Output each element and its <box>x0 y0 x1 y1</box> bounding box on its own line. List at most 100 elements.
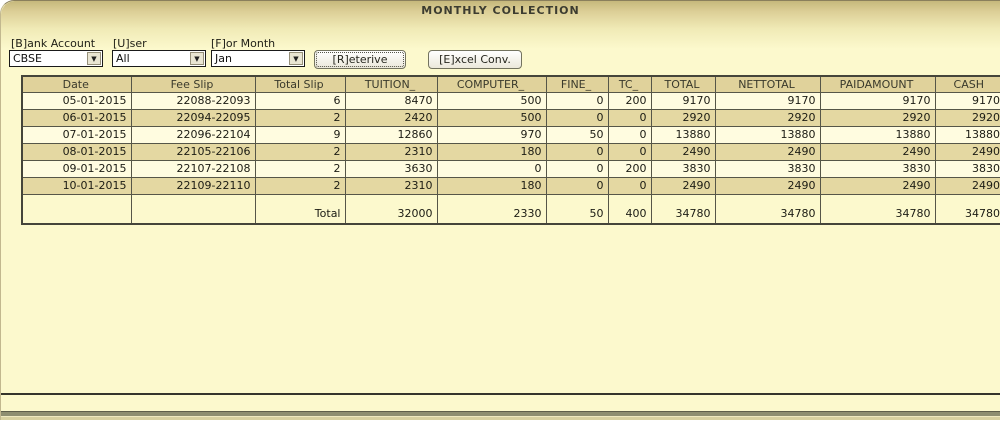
cell: 2420 <box>344 108 438 127</box>
total-cell: 34780 <box>650 193 716 225</box>
cell: 05-01-2015 <box>21 91 132 110</box>
cell: 07-01-2015 <box>21 125 132 144</box>
cell: 2490 <box>714 142 821 161</box>
bottom-divider-line <box>1 393 1000 395</box>
cell: 12860 <box>344 125 438 144</box>
cell: 3830 <box>714 159 821 178</box>
retrieve-button[interactable]: [R]eterive <box>314 50 406 69</box>
cell: 0 <box>607 125 652 144</box>
column-header-computer: COMPUTER_ <box>436 75 547 93</box>
cell: 2920 <box>714 108 821 127</box>
cell: 2920 <box>650 108 716 127</box>
cell: 9 <box>254 125 346 144</box>
table-row[interactable]: 06-01-2015 22094-22095 2 2420 500 0 0 2920 2920 2… <box>21 108 1000 127</box>
cell: 2 <box>254 176 346 195</box>
cell: 22107-22108 <box>130 159 256 178</box>
cell: 09-01-2015 <box>21 159 132 178</box>
column-header-nettotal: NETTOTAL <box>714 75 821 93</box>
month-select[interactable]: Jan ▼ <box>211 50 305 67</box>
chevron-down-icon[interactable]: ▼ <box>289 52 303 65</box>
chevron-down-icon[interactable]: ▼ <box>87 52 101 65</box>
cell: 3830 <box>819 159 936 178</box>
bank-account-label: [B]ank Account <box>11 37 96 50</box>
title-bar: MONTHLY COLLECTION <box>1 1 1000 49</box>
cell: 22109-22110 <box>130 176 256 195</box>
cell: 2 <box>254 142 346 161</box>
total-cell: 50 <box>545 193 609 225</box>
cell: 2310 <box>344 176 438 195</box>
cell: 3830 <box>650 159 716 178</box>
cell: 10-01-2015 <box>21 176 132 195</box>
cell: 0 <box>607 108 652 127</box>
collection-table: Date Fee Slip Total Slip TUITION_ COMPUT… <box>21 75 1000 225</box>
cell: 13880 <box>934 125 1000 144</box>
column-header-tc: TC_ <box>607 75 652 93</box>
total-cell: 34780 <box>934 193 1000 225</box>
total-cell: 400 <box>607 193 652 225</box>
table-row[interactable]: 08-01-2015 22105-22106 2 2310 180 0 0 2490 2490 2… <box>21 142 1000 161</box>
bank-account-value: CBSE <box>13 52 42 65</box>
page-title: MONTHLY COLLECTION <box>421 4 580 17</box>
total-cell: 2330 <box>436 193 547 225</box>
cell: 2490 <box>650 142 716 161</box>
column-header-total-slip: Total Slip <box>254 75 346 93</box>
cell: 2490 <box>934 176 1000 195</box>
total-cell: 32000 <box>344 193 438 225</box>
cell: 500 <box>436 91 547 110</box>
cell: 9170 <box>650 91 716 110</box>
cell: 2920 <box>819 108 936 127</box>
cell: 06-01-2015 <box>21 108 132 127</box>
status-bar-tan-strip <box>1 416 1000 420</box>
cell: 9170 <box>819 91 936 110</box>
user-value: All <box>116 52 130 65</box>
table-row[interactable]: 07-01-2015 22096-22104 9 12860 970 50 0 13880 13… <box>21 125 1000 144</box>
cell: 22105-22106 <box>130 142 256 161</box>
bank-account-select[interactable]: CBSE ▼ <box>9 50 103 67</box>
cell: 9170 <box>714 91 821 110</box>
cell: 2920 <box>934 108 1000 127</box>
cell: 2490 <box>650 176 716 195</box>
cell: 13880 <box>714 125 821 144</box>
excel-convert-button[interactable]: [E]xcel Conv. <box>428 50 522 69</box>
table-row[interactable]: 09-01-2015 22107-22108 2 3630 0 0 200 3830 3830 3… <box>21 159 1000 178</box>
total-cell <box>130 193 256 225</box>
column-header-total: TOTAL <box>650 75 716 93</box>
table-row[interactable]: 10-01-2015 22109-22110 2 2310 180 0 0 2490 2490 2… <box>21 176 1000 195</box>
cell: 0 <box>607 142 652 161</box>
total-row: Total 32000 2330 50 400 34780 34780 34780 34780 <box>21 193 1000 225</box>
total-cell: 34780 <box>714 193 821 225</box>
cell: 08-01-2015 <box>21 142 132 161</box>
cell: 3630 <box>344 159 438 178</box>
table-row[interactable]: 05-01-2015 22088-22093 6 8470 500 0 200 9170 917… <box>21 91 1000 110</box>
status-bar-olive-strip <box>1 411 1000 416</box>
cell: 0 <box>607 176 652 195</box>
cell: 2490 <box>934 142 1000 161</box>
cell: 500 <box>436 108 547 127</box>
cell: 8470 <box>344 91 438 110</box>
cell: 13880 <box>819 125 936 144</box>
cell: 3830 <box>934 159 1000 178</box>
table-body: 05-01-2015 22088-22093 6 8470 500 0 200 9170 917… <box>21 91 1000 195</box>
cell: 2490 <box>714 176 821 195</box>
cell: 9170 <box>934 91 1000 110</box>
chevron-down-icon[interactable]: ▼ <box>190 52 204 65</box>
column-header-tuition: TUITION_ <box>344 75 438 93</box>
total-cell <box>21 193 132 225</box>
column-header-paidamount: PAIDAMOUNT <box>819 75 936 93</box>
user-select[interactable]: All ▼ <box>112 50 206 67</box>
cell: 0 <box>545 91 609 110</box>
cell: 2490 <box>819 142 936 161</box>
cell: 2490 <box>819 176 936 195</box>
cell: 22094-22095 <box>130 108 256 127</box>
cell: 6 <box>254 91 346 110</box>
month-value: Jan <box>215 52 232 65</box>
cell: 22096-22104 <box>130 125 256 144</box>
cell: 2 <box>254 108 346 127</box>
cell: 0 <box>545 108 609 127</box>
cell: 180 <box>436 176 547 195</box>
user-label: [U]ser <box>113 37 147 50</box>
total-cell: 34780 <box>819 193 936 225</box>
cell: 0 <box>545 142 609 161</box>
cell: 2 <box>254 159 346 178</box>
